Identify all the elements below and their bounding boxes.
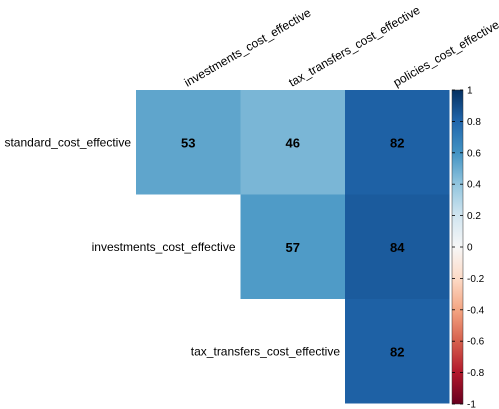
colorbar-tick-label: -1 (467, 400, 476, 409)
heatmap-cell (240, 90, 345, 195)
colorbar-tick-label: -0.4 (467, 305, 485, 316)
heatmap-cell (240, 194, 345, 299)
row-label: investments_cost_effective (92, 240, 236, 254)
cell-value-label: 82 (390, 344, 404, 359)
cell-value-label: 46 (286, 135, 300, 150)
row-label: tax_transfers_cost_effective (191, 344, 341, 358)
row-label: standard_cost_effective (4, 135, 131, 149)
colorbar-tick-label: -0.6 (467, 337, 485, 348)
colorbar-tick-label: 0.4 (467, 180, 481, 191)
cell-value-label: 53 (181, 135, 195, 150)
heatmap-cell (345, 90, 450, 195)
colorbar-tick-label: -0.2 (467, 274, 485, 285)
heatmap-cell (136, 90, 241, 195)
colorbar-tick-label: 0.6 (467, 148, 481, 159)
heatmap-cell (345, 194, 450, 299)
colorbar-tick-label: 1 (467, 86, 473, 97)
column-label: policies_cost_effective (391, 17, 499, 89)
cell-value-label: 82 (390, 135, 404, 150)
colorbar-tick-label: 0.8 (467, 117, 481, 128)
cell-value-label: 84 (390, 240, 405, 255)
colorbar-tick-label: 0.2 (467, 211, 481, 222)
colorbar-tick-label: 0 (467, 243, 473, 254)
colorbar-tick-label: -0.8 (467, 368, 485, 379)
heatmap-cell (345, 299, 450, 404)
cell-value-label: 57 (286, 240, 300, 255)
